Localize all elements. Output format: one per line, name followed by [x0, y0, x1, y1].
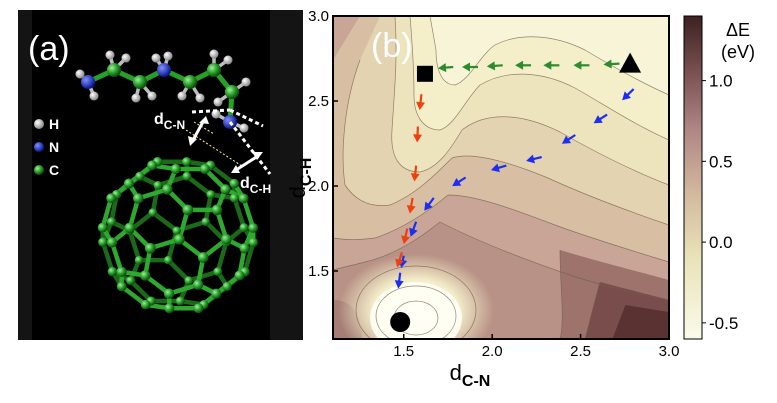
reaction-paths [394, 59, 635, 289]
colorbar-unit: (eV) [721, 42, 755, 62]
path-arrow-head [573, 60, 582, 70]
path-arrow-shaft [494, 164, 507, 171]
path-arrow-head [416, 101, 426, 111]
colorbar-ticks: 1.0 0.5 0.0 -0.5 [702, 72, 738, 333]
path-arrow-shaft [397, 251, 404, 265]
y-tick-label: 3.0 [308, 8, 329, 25]
path-arrow-shaft [454, 176, 467, 185]
panel-a-label: (a) [28, 30, 70, 68]
path-arrow-head [410, 173, 420, 182]
path-arrow-shaft [413, 165, 418, 178]
path-arrow-shaft [441, 65, 454, 70]
colorbar-title: ΔE [726, 20, 750, 40]
colorbar-tick-label: 0.5 [709, 152, 733, 171]
path-arrow-shaft [490, 64, 503, 68]
path-arrow-shaft [624, 88, 635, 99]
path-arrow-head [593, 115, 603, 124]
legend-c-label: C [49, 162, 59, 178]
path-arrow-shaft [400, 255, 405, 265]
path-arrow-head [409, 227, 418, 237]
path-arrow-shaft [425, 197, 435, 209]
path-arrow-shaft [409, 197, 414, 210]
path-arrow-shaft [403, 228, 409, 241]
legend-c-ball [34, 165, 44, 175]
plot-frame [332, 15, 670, 340]
path-arrow-head [490, 163, 500, 173]
path-arrow-head [406, 205, 416, 214]
path-arrow-head [394, 280, 404, 289]
path-arrow-head [437, 63, 447, 73]
legend-h-label: H [49, 116, 59, 132]
circle-marker [390, 312, 411, 332]
contour-map [333, 16, 669, 339]
path-arrow-shaft [564, 134, 576, 143]
dcn-annotation: dC-N [154, 111, 185, 132]
path-arrow-head [462, 62, 471, 72]
colorbar-tick-label: 0.0 [709, 233, 733, 252]
colorbar-tick-label: 1.0 [709, 72, 733, 91]
path-arrow-shaft [596, 113, 608, 123]
path-arrow-head [413, 134, 423, 143]
x-tick-label: 2.0 [482, 343, 503, 360]
bond-annotations: dC-N dC-H [154, 108, 272, 196]
dch-annotation: dC-H [240, 175, 271, 196]
path-arrow-shaft [416, 126, 419, 139]
path-arrow-shaft [529, 156, 542, 161]
path-arrow-head [515, 60, 524, 70]
path-arrow-head [543, 60, 552, 70]
path-arrow-shaft [419, 94, 423, 107]
y-tick-label: 1.5 [308, 263, 329, 280]
path-arrow-head [603, 59, 612, 69]
panel-b-label: (b) [371, 27, 413, 65]
axis-ticks: 1.5 2.0 2.5 3.0 1.5 2.0 2.5 3.0 [308, 8, 679, 360]
y-tick-label: 2.5 [308, 93, 329, 110]
y-tick-label: 2.0 [308, 178, 329, 195]
triangle-marker [619, 52, 642, 73]
path-arrow-head [561, 135, 572, 144]
path-arrow-shaft [397, 272, 402, 285]
path-arrow-head [424, 201, 433, 211]
path-arrow-head [395, 258, 404, 268]
legend-h-ball [34, 119, 44, 129]
x-tick-label: 2.5 [570, 343, 591, 360]
path-arrow-head [401, 235, 410, 245]
legend-n-ball [34, 142, 44, 152]
x-tick-label: 3.0 [659, 343, 680, 360]
path-arrow-head [398, 259, 408, 268]
fullerene-c60 [97, 157, 259, 314]
colorbar-gradient [683, 15, 703, 340]
path-arrow-head [486, 61, 496, 71]
molecule-panel: (a) H N C dC-N dC-H [18, 10, 303, 340]
square-marker [416, 65, 433, 82]
molecule-figure: (a) H N C dC-N dC-H [18, 10, 303, 340]
x-tick-label: 1.5 [393, 343, 414, 360]
path-arrow-head [526, 154, 535, 164]
state-markers [390, 52, 642, 332]
path-arrow-head [452, 178, 462, 187]
colorbar: 1.0 0.5 0.0 -0.5 ΔE (eV) [683, 15, 755, 340]
path-arrow-head [622, 91, 631, 101]
path-arrow-shaft [410, 221, 418, 234]
colorbar-tick-label: -0.5 [709, 314, 738, 333]
legend-n-label: N [49, 139, 59, 155]
atom-legend: H N C [34, 116, 59, 178]
x-axis-label: dC-N [450, 360, 491, 390]
path-arrow-shaft [607, 62, 620, 66]
